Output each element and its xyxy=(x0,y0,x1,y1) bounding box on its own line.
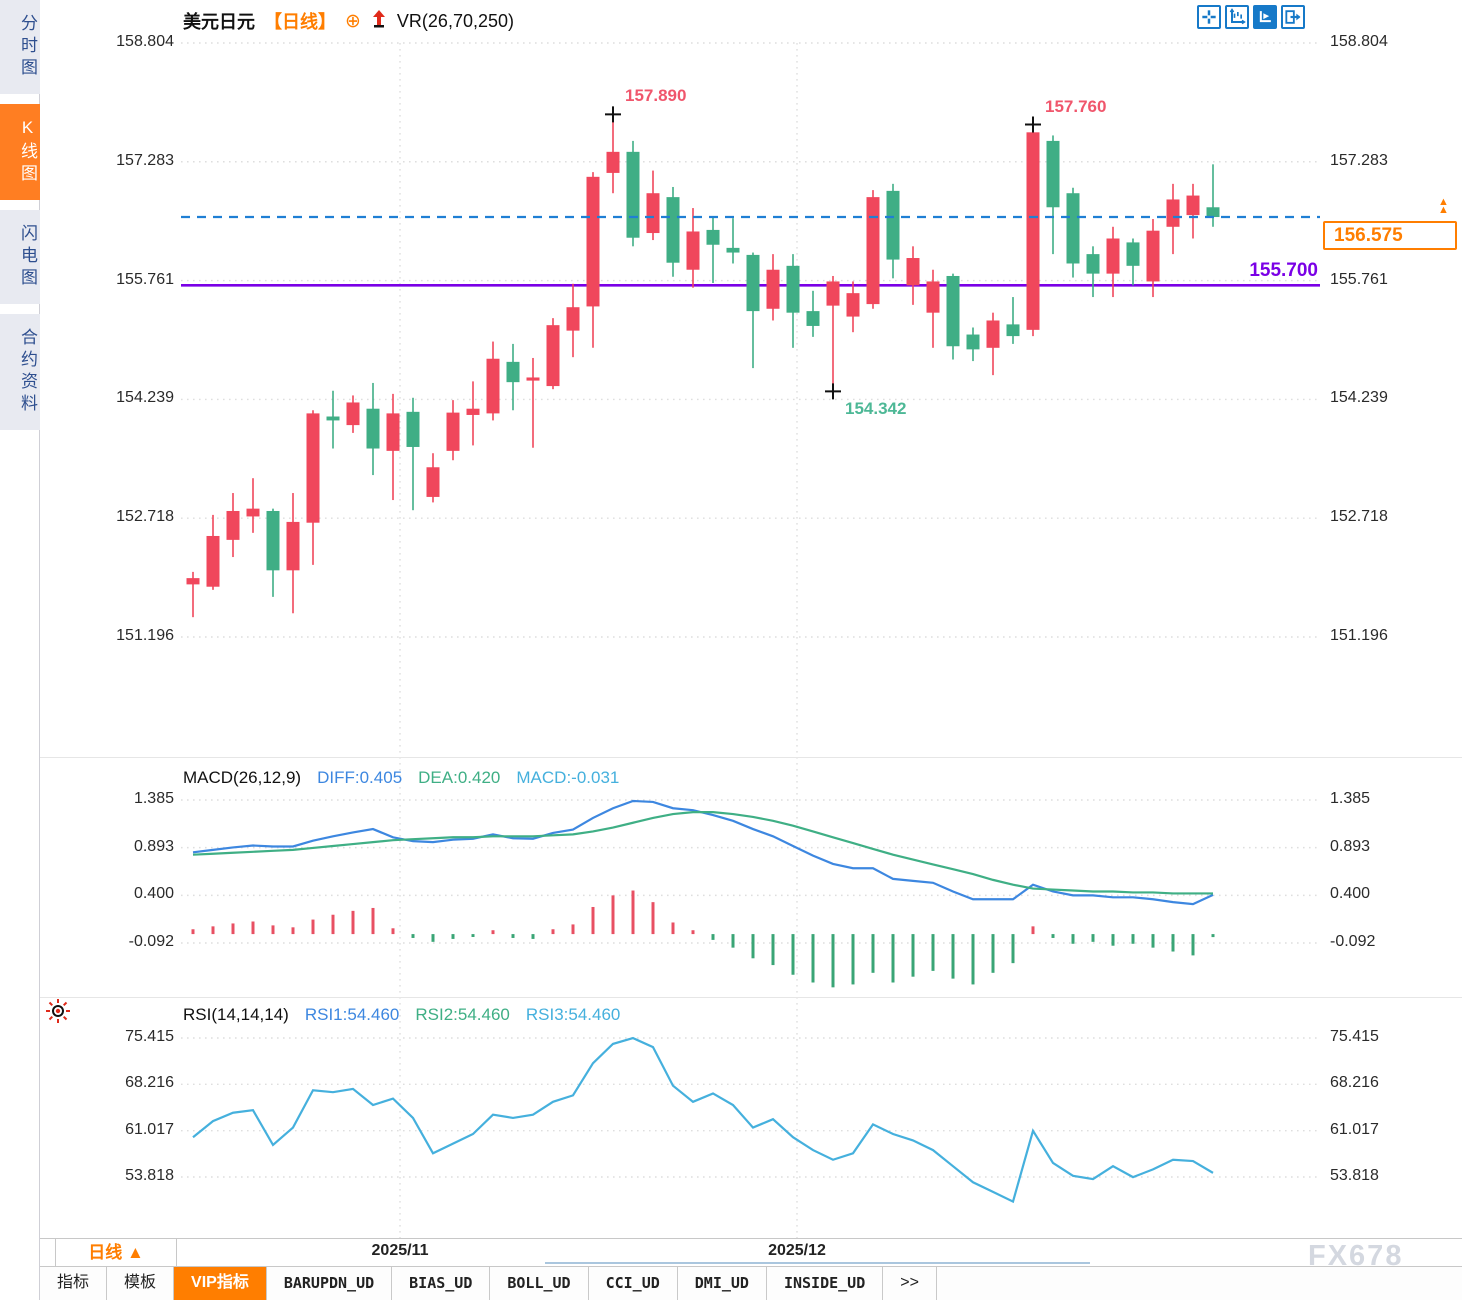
axis-tick-label: 0.400 xyxy=(133,885,174,903)
current-price-box: 156.575 xyxy=(1323,221,1457,250)
axis-tick-label: 152.718 xyxy=(1330,508,1388,526)
sidebar-tab-item[interactable]: 分时图 xyxy=(0,0,40,94)
axis-tick-label: 53.818 xyxy=(1330,1167,1379,1184)
rsi-line xyxy=(192,1036,1214,1204)
axis-tick-label: 1.385 xyxy=(133,790,174,807)
axis-tick-label: 61.017 xyxy=(1330,1120,1379,1138)
indicator-tab-item[interactable]: 指标 xyxy=(40,1267,108,1300)
axis-tick-label: 0.400 xyxy=(1330,885,1371,903)
x-axis-band: 日线 ▲ 2025/11 2025/12 xyxy=(40,1238,1462,1267)
axis-tick-label: 151.196 xyxy=(116,627,174,644)
rsi1-value: RSI1:54.460 xyxy=(304,1005,400,1024)
axis-tick-label: 53.818 xyxy=(125,1167,174,1184)
indicator-tab-item[interactable]: >> xyxy=(883,1267,937,1300)
axis-tick-label: 158.804 xyxy=(116,33,174,50)
x-axis-month-label: 2025/11 xyxy=(371,1242,429,1259)
axis-tick-label: 157.283 xyxy=(1330,151,1388,169)
panel-separator xyxy=(40,997,1462,998)
macd-diff-line xyxy=(192,799,1214,906)
indicator-tab-active[interactable]: VIP指标 xyxy=(174,1267,267,1300)
current-price-marker-icon: ▲ ▲ xyxy=(1438,196,1449,216)
chart-header: 美元日元 【日线】 ⊕ VR(26,70,250) xyxy=(183,8,514,34)
indicator-tab-item[interactable]: BARUPDN_UD xyxy=(267,1267,393,1300)
axis-tick-label: 158.804 xyxy=(1330,33,1388,50)
rsi-header: RSI(14,14,14) RSI1:54.460 RSI2:54.460 RS… xyxy=(183,1005,620,1025)
axis-tick-label: 151.196 xyxy=(1330,627,1388,644)
axis-tick-label: 155.761 xyxy=(116,270,174,288)
axis-tick-label: 157.283 xyxy=(116,151,174,169)
alarm-sun-icon[interactable] xyxy=(44,997,72,1030)
period-selector[interactable]: 日线 ▲ xyxy=(55,1239,177,1267)
axis-tick-label: 68.216 xyxy=(1330,1074,1379,1092)
symbol-title: 美元日元 xyxy=(183,12,255,32)
macd-dea-line xyxy=(192,811,1213,895)
jump-to-latest-icon[interactable] xyxy=(1281,5,1305,29)
period-tag[interactable]: 【日线】 xyxy=(264,12,336,32)
time-range-scrollbar[interactable] xyxy=(545,1262,1090,1264)
axis-tick-label: 75.415 xyxy=(125,1028,174,1045)
indicator-tab-bar: 指标 模板 VIP指标 BARUPDN_UD BIAS_UD BOLL_UD CCI_UD D… xyxy=(40,1267,1462,1300)
indicator-tab-item[interactable]: BIAS_UD xyxy=(392,1267,491,1300)
red-up-arrow-icon xyxy=(370,9,388,34)
macd-dea-value: DEA:0.420 xyxy=(418,768,501,787)
axis-tick-label: 61.017 xyxy=(125,1120,174,1138)
chart-toolbar xyxy=(1197,5,1305,29)
axis-tick-label: 68.216 xyxy=(125,1074,174,1092)
axis-tick-label: 154.239 xyxy=(116,389,174,407)
indicator-tab-item[interactable]: INSIDE_UD xyxy=(767,1267,884,1300)
high-annotation-label: 157.890 xyxy=(625,86,687,106)
indicator-tab-item[interactable]: 模板 xyxy=(107,1267,175,1300)
axis-scale-icon[interactable] xyxy=(1225,5,1249,29)
axis-tick-label: 152.718 xyxy=(116,508,174,526)
support-line-label: 155.700 xyxy=(1249,260,1318,281)
axis-tick-label: -0.092 xyxy=(1330,933,1376,950)
macd-diff-value: DIFF:0.405 xyxy=(317,768,403,787)
indicator-tab-item[interactable]: CCI_UD xyxy=(589,1267,678,1300)
gridlines xyxy=(181,42,1320,1240)
indicator-tab-item[interactable]: BOLL_UD xyxy=(490,1267,589,1300)
axis-play-icon[interactable] xyxy=(1253,5,1277,29)
add-indicator-icon[interactable]: ⊕ xyxy=(345,10,361,32)
sidebar-tab-item[interactable]: 合约资料 xyxy=(0,314,40,430)
rsi-title: RSI(14,14,14) xyxy=(183,1005,289,1024)
rsi2-value: RSI2:54.460 xyxy=(415,1005,510,1024)
x-axis-month-label: 2025/12 xyxy=(768,1242,826,1259)
indicator-tab-item[interactable]: DMI_UD xyxy=(678,1267,767,1300)
sidebar-tab-item[interactable]: 闪电图 xyxy=(0,210,40,304)
axis-tick-label: 154.239 xyxy=(1330,389,1388,407)
axis-tick-label: -0.092 xyxy=(128,933,174,950)
macd-title: MACD(26,12,9) xyxy=(183,768,302,787)
axis-tick-label: 0.893 xyxy=(133,837,174,855)
crosshair-icon[interactable] xyxy=(1197,5,1221,29)
panel-separator xyxy=(40,757,1462,758)
axis-tick-label: 1.385 xyxy=(1330,790,1371,807)
axis-tick-label: 75.415 xyxy=(1330,1028,1379,1045)
high-annotation-label: 157.760 xyxy=(1045,96,1107,116)
macd-value: MACD:-0.031 xyxy=(516,768,620,787)
candles xyxy=(186,114,1220,618)
axis-tick-label: 0.893 xyxy=(1330,837,1371,855)
macd-plot xyxy=(191,799,1215,988)
vr-indicator-label: VR(26,70,250) xyxy=(396,10,514,31)
axis-tick-label: 155.761 xyxy=(1330,270,1388,288)
macd-header: MACD(26,12,9) DIFF:0.405 DEA:0.420 MACD:… xyxy=(183,768,619,788)
watermark: FX678 xyxy=(1308,1240,1404,1272)
left-sidebar: 分时图 K线图闪电图合约资料 xyxy=(0,0,40,1300)
low-annotation-label: 154.342 xyxy=(845,399,907,419)
sidebar-tab-active[interactable]: K线图 xyxy=(0,104,40,200)
rsi3-value: RSI3:54.460 xyxy=(525,1005,621,1024)
